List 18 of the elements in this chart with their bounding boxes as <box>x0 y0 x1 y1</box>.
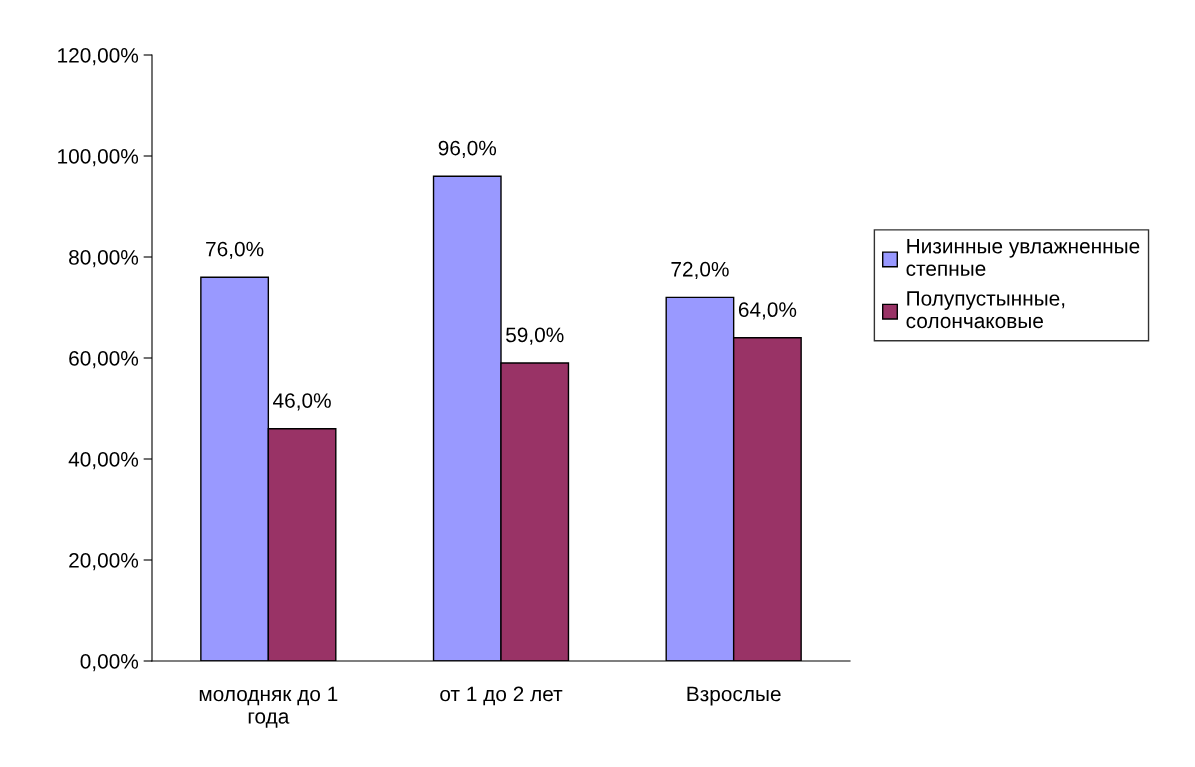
y-tick-label: 40,00% <box>68 452 139 470</box>
x-tick-label: молодняк до 1 года <box>199 686 338 728</box>
y-tick-label: 100,00% <box>58 149 139 167</box>
y-tick-label: 20,00% <box>69 553 139 571</box>
y-tick-label: 60,00% <box>69 351 139 369</box>
x-tick-label: Взрослые <box>687 686 781 706</box>
legend-label: Полупустынные, солончаковые <box>906 291 1065 329</box>
data-label: 64,0% <box>738 302 797 320</box>
data-label: 59,0% <box>506 327 564 345</box>
y-tick-label: 80,00% <box>69 250 139 268</box>
data-label: 96,0% <box>438 140 497 158</box>
y-tick-label: 120,00% <box>58 48 139 66</box>
data-label: 72,0% <box>671 261 729 280</box>
legend-label: Низинные увлажненные степные <box>906 238 1140 276</box>
x-tick-label: от 1 до 2 лет <box>440 686 563 706</box>
data-label: 46,0% <box>273 393 331 411</box>
data-label: 76,0% <box>206 241 264 259</box>
y-tick-label: 0,00% <box>80 654 139 672</box>
